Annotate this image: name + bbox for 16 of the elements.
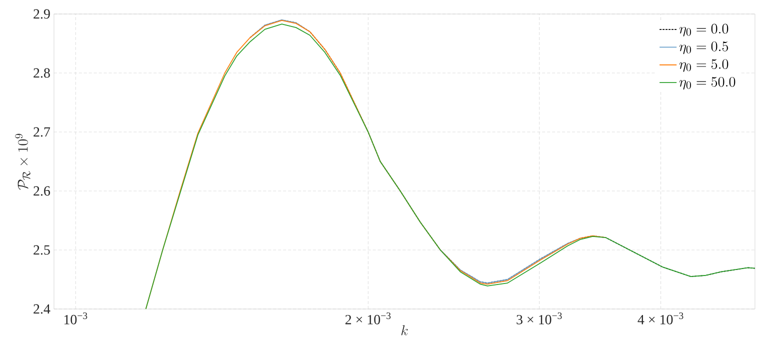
y-tick-label: 2.8 <box>34 68 50 78</box>
legend-label: $\eta_0 = 0.5$ <box>679 42 728 54</box>
legend-label: $\eta_0 = 50.0$ <box>679 76 736 90</box>
y-tick-label: 2.7 <box>34 127 50 137</box>
x-tick-label: 10$^{−3}$ <box>64 312 88 324</box>
x-tick-label: 4 × 10$^{−3}$ <box>638 312 684 324</box>
legend-label: $\eta_0 = 5.0$ <box>679 59 728 72</box>
y-axis-title: $\mathcal{P}_{\mathcal{R}} \times 10^9$ <box>15 134 30 190</box>
x-axis-title: $k$ <box>401 325 408 336</box>
x-tick-label: 3 × 10$^{−3}$ <box>516 312 562 324</box>
x-tick-label: 2 × 10$^{−3}$ <box>345 312 391 324</box>
y-tick-label: 2.6 <box>34 186 50 196</box>
y-tick-label: 2.5 <box>34 245 50 255</box>
y-tick-label: 2.9 <box>34 9 50 19</box>
y-tick-label: 2.4 <box>34 304 50 314</box>
legend-label: $\eta_0 = 0.0$ <box>679 24 728 36</box>
